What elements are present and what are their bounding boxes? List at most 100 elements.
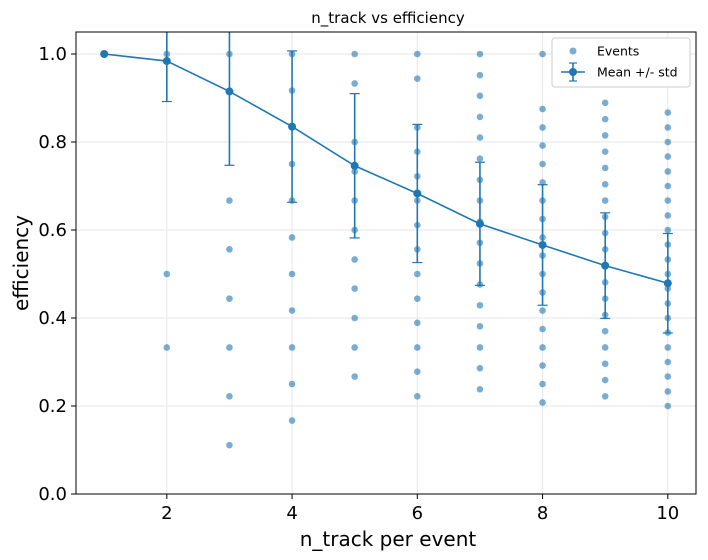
y-tick-label: 1.0 <box>38 44 67 65</box>
event-point <box>414 270 421 278</box>
event-point <box>539 160 546 168</box>
mean-point <box>413 189 422 198</box>
event-point <box>351 256 358 263</box>
event-point <box>226 246 233 253</box>
event-point <box>351 373 358 380</box>
event-point <box>288 417 296 424</box>
event-point <box>664 153 672 160</box>
mean-point <box>162 57 171 66</box>
mean-point <box>475 219 484 228</box>
legend-marker-events <box>569 47 577 55</box>
event-point <box>414 344 421 351</box>
event-point <box>539 50 546 58</box>
event-point <box>664 388 672 395</box>
event-point <box>288 344 296 351</box>
event-point <box>414 393 421 400</box>
event-point <box>601 393 609 400</box>
event-point <box>664 197 672 204</box>
event-point <box>664 373 672 380</box>
mean-line <box>104 53 669 285</box>
event-point <box>664 212 672 219</box>
event-point <box>476 323 484 330</box>
event-point <box>601 132 609 139</box>
event-point <box>414 319 421 327</box>
event-point <box>288 307 296 314</box>
event-point <box>601 344 609 351</box>
event-point <box>351 80 358 87</box>
event-point <box>414 75 421 82</box>
y-tick-label: 0.6 <box>38 220 67 241</box>
event-point <box>226 393 233 400</box>
y-axis-ticks: 0.0 0.2 0.4 0.6 0.8 1.0 <box>38 44 76 505</box>
event-point <box>476 364 484 372</box>
event-point <box>288 270 296 278</box>
x-tick-label: 6 <box>412 503 423 524</box>
chart-title: n_track vs efficiency <box>311 9 465 28</box>
event-point <box>163 344 171 351</box>
event-point <box>539 344 546 351</box>
x-axis-ticks: 2 4 6 8 10 <box>161 494 679 524</box>
event-point <box>664 402 672 410</box>
mean-point <box>225 87 234 96</box>
event-point <box>539 105 546 113</box>
y-tick-label: 0.8 <box>38 132 67 153</box>
event-point <box>664 182 672 190</box>
x-tick-label: 8 <box>537 503 548 524</box>
x-tick-label: 2 <box>161 503 172 524</box>
event-point <box>476 92 484 100</box>
event-point <box>664 226 672 234</box>
event-point <box>601 164 609 172</box>
event-point <box>351 50 358 58</box>
event-point <box>539 362 546 369</box>
event-point <box>664 109 672 116</box>
legend: Events Mean +/- std <box>551 37 691 88</box>
event-point <box>288 380 296 388</box>
event-point <box>539 124 546 131</box>
legend-label-mean: Mean +/- std <box>597 65 678 80</box>
mean-point <box>601 261 610 270</box>
y-tick-label: 0.0 <box>38 484 67 505</box>
event-point <box>601 180 609 188</box>
event-point <box>288 234 296 241</box>
event-point <box>539 325 546 333</box>
event-point <box>664 358 672 366</box>
event-point <box>351 344 358 351</box>
event-point <box>414 295 421 302</box>
event-point <box>539 307 546 314</box>
legend-box <box>551 37 691 88</box>
event-point <box>476 155 484 163</box>
event-point <box>601 115 609 123</box>
mean-point <box>100 50 109 58</box>
event-point <box>601 360 609 368</box>
event-point <box>539 399 546 406</box>
event-point <box>351 314 358 322</box>
event-point <box>601 327 609 335</box>
event-point <box>414 50 421 58</box>
event-point <box>476 344 484 351</box>
event-point <box>664 168 672 175</box>
event-point <box>351 285 358 292</box>
x-axis-label: n_track per event <box>300 527 477 551</box>
event-point <box>476 301 484 309</box>
y-tick-label: 0.2 <box>38 396 67 417</box>
mean-point <box>350 161 359 170</box>
event-point <box>601 376 609 384</box>
event-point <box>539 142 546 149</box>
event-point <box>601 148 609 155</box>
event-point <box>601 197 609 204</box>
event-point <box>664 138 672 146</box>
x-tick-label: 10 <box>656 503 679 524</box>
event-point <box>226 295 233 302</box>
event-point <box>476 385 484 393</box>
event-point <box>476 71 484 79</box>
y-axis-label: efficiency <box>9 215 33 311</box>
errorbar-series-mean-std <box>100 32 673 334</box>
legend-marker-mean <box>569 68 577 76</box>
event-point <box>163 270 171 278</box>
event-point <box>414 368 421 375</box>
mean-point <box>538 240 547 249</box>
legend-label-events: Events <box>597 44 639 59</box>
event-point <box>226 344 233 351</box>
event-point <box>226 197 233 204</box>
